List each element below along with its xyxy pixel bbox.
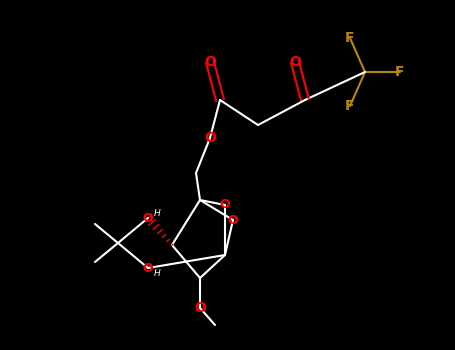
Text: O: O	[143, 211, 153, 224]
Text: O: O	[220, 198, 230, 211]
Text: H: H	[154, 209, 161, 217]
Text: O: O	[194, 301, 206, 315]
Text: O: O	[143, 261, 153, 274]
Text: F: F	[345, 99, 355, 113]
Text: O: O	[204, 55, 216, 69]
Text: O: O	[289, 55, 301, 69]
Text: F: F	[345, 31, 355, 45]
Text: O: O	[204, 131, 216, 145]
Text: H: H	[154, 268, 161, 278]
Text: O: O	[228, 214, 238, 226]
Text: F: F	[395, 65, 405, 79]
